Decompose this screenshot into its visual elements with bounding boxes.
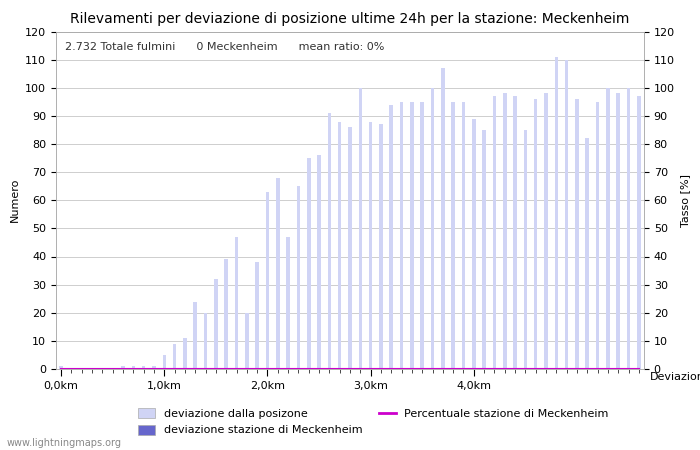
Bar [513, 96, 517, 369]
Bar [286, 237, 290, 369]
Bar [626, 88, 630, 369]
Bar [348, 127, 352, 369]
Bar [369, 122, 372, 369]
Bar [482, 130, 486, 369]
Bar [554, 57, 558, 369]
Bar [328, 113, 331, 369]
Bar [132, 366, 135, 369]
Bar [575, 99, 579, 369]
Bar [421, 102, 424, 369]
Bar [410, 102, 414, 369]
Bar [204, 313, 207, 369]
Bar [452, 102, 455, 369]
Bar [173, 344, 176, 369]
Bar [379, 124, 383, 369]
Bar [234, 237, 238, 369]
Bar [493, 96, 496, 369]
Bar [462, 102, 466, 369]
Bar [389, 105, 393, 369]
Text: Deviazioni: Deviazioni [650, 372, 700, 382]
Bar [152, 366, 156, 369]
Bar [617, 94, 620, 369]
Text: 2.732 Totale fulmini      0 Meckenheim      mean ratio: 0%: 2.732 Totale fulmini 0 Meckenheim mean r… [65, 42, 384, 52]
Bar [225, 259, 228, 369]
Bar [472, 119, 475, 369]
Y-axis label: Tasso [%]: Tasso [%] [680, 174, 690, 227]
Bar [565, 59, 568, 369]
Y-axis label: Numero: Numero [10, 178, 20, 222]
Bar [183, 338, 187, 369]
Bar [193, 302, 197, 369]
Bar [400, 102, 403, 369]
Bar [534, 99, 538, 369]
Bar [307, 158, 311, 369]
Bar [266, 192, 270, 369]
Bar [596, 102, 599, 369]
Bar [256, 262, 259, 369]
Bar [430, 88, 434, 369]
Bar [60, 366, 63, 369]
Bar [544, 94, 548, 369]
Bar [585, 139, 589, 369]
Legend: deviazione dalla posizone, deviazione stazione di Meckenheim, Percentuale stazio: deviazione dalla posizone, deviazione st… [138, 408, 609, 436]
Bar [441, 68, 444, 369]
Bar [162, 355, 166, 369]
Title: Rilevamenti per deviazione di posizione ultime 24h per la stazione: Meckenheim: Rilevamenti per deviazione di posizione … [70, 12, 630, 26]
Bar [121, 366, 125, 369]
Bar [637, 96, 640, 369]
Text: www.lightningmaps.org: www.lightningmaps.org [7, 438, 122, 448]
Bar [606, 88, 610, 369]
Bar [142, 366, 146, 369]
Bar [317, 155, 321, 369]
Bar [214, 279, 218, 369]
Bar [524, 130, 527, 369]
Bar [503, 94, 507, 369]
Bar [276, 178, 279, 369]
Bar [297, 186, 300, 369]
Bar [245, 313, 248, 369]
Bar [338, 122, 342, 369]
Bar [358, 88, 362, 369]
